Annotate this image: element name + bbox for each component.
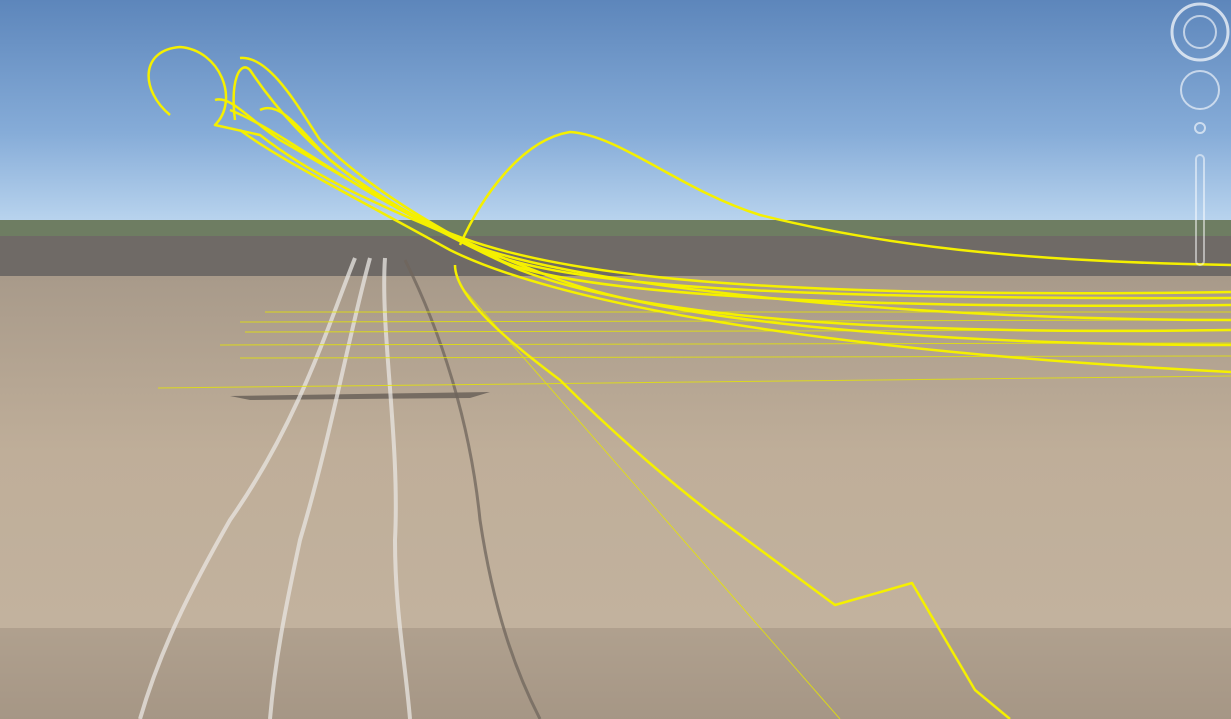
near-field	[0, 628, 1231, 719]
track-lines	[157, 284, 1231, 719]
shadow	[230, 392, 490, 400]
flight-tracks	[147, 45, 1231, 719]
zoom-slider[interactable]	[1195, 154, 1205, 266]
compass[interactable]	[1170, 2, 1230, 62]
sky	[0, 0, 1231, 222]
look-control[interactable]	[1180, 70, 1220, 110]
horizon-fields	[0, 220, 1231, 238]
navigation-controls	[1170, 2, 1230, 266]
tire-tracks	[138, 257, 542, 719]
street-view[interactable]	[1194, 122, 1206, 134]
compass-inner	[1183, 15, 1217, 49]
